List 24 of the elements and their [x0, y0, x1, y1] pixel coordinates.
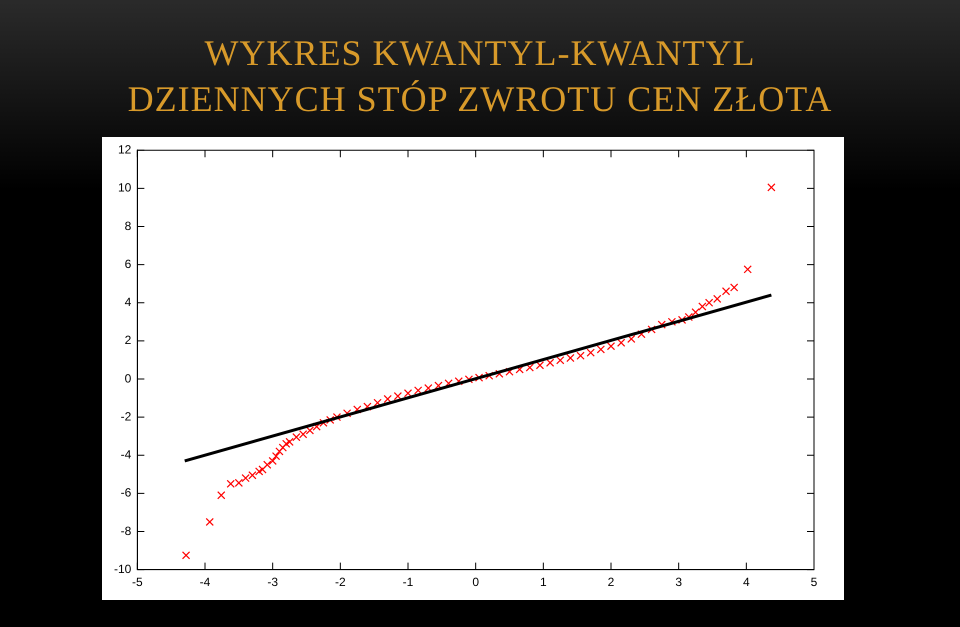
y-tick-label: -6 — [120, 486, 132, 500]
x-tick-label: 1 — [540, 575, 547, 590]
y-tick-label: 0 — [124, 371, 132, 386]
y-tick-label: -8 — [120, 524, 132, 538]
y-tick-label: -10 — [114, 562, 132, 576]
x-tick-label: 0 — [472, 575, 480, 590]
y-tick-label: 8 — [124, 218, 132, 233]
x-tick-label: -1 — [402, 575, 414, 590]
x-tick-label: 3 — [675, 575, 682, 590]
x-tick-label: 4 — [742, 575, 750, 590]
y-tick-label: 4 — [124, 295, 132, 310]
chart-title: WYKRES KWANTYL-KWANTYL DZIENNYCH STÓP ZWROTU CEN ZŁOTA — [126, 32, 834, 121]
x-tick-label: -2 — [335, 575, 346, 590]
x-tick-label: -3 — [267, 575, 278, 590]
x-tick-label: 5 — [810, 575, 818, 590]
y-tick-label: 12 — [118, 142, 132, 157]
y-tick-label: -2 — [120, 409, 132, 424]
x-tick-label: -4 — [200, 575, 211, 590]
x-tick-label: -5 — [132, 575, 144, 590]
y-tick-label: 10 — [118, 180, 132, 195]
y-tick-label: -4 — [120, 448, 132, 462]
y-tick-label: 2 — [124, 333, 132, 348]
x-tick-label: 2 — [608, 575, 615, 590]
y-tick-label: 6 — [124, 256, 132, 271]
